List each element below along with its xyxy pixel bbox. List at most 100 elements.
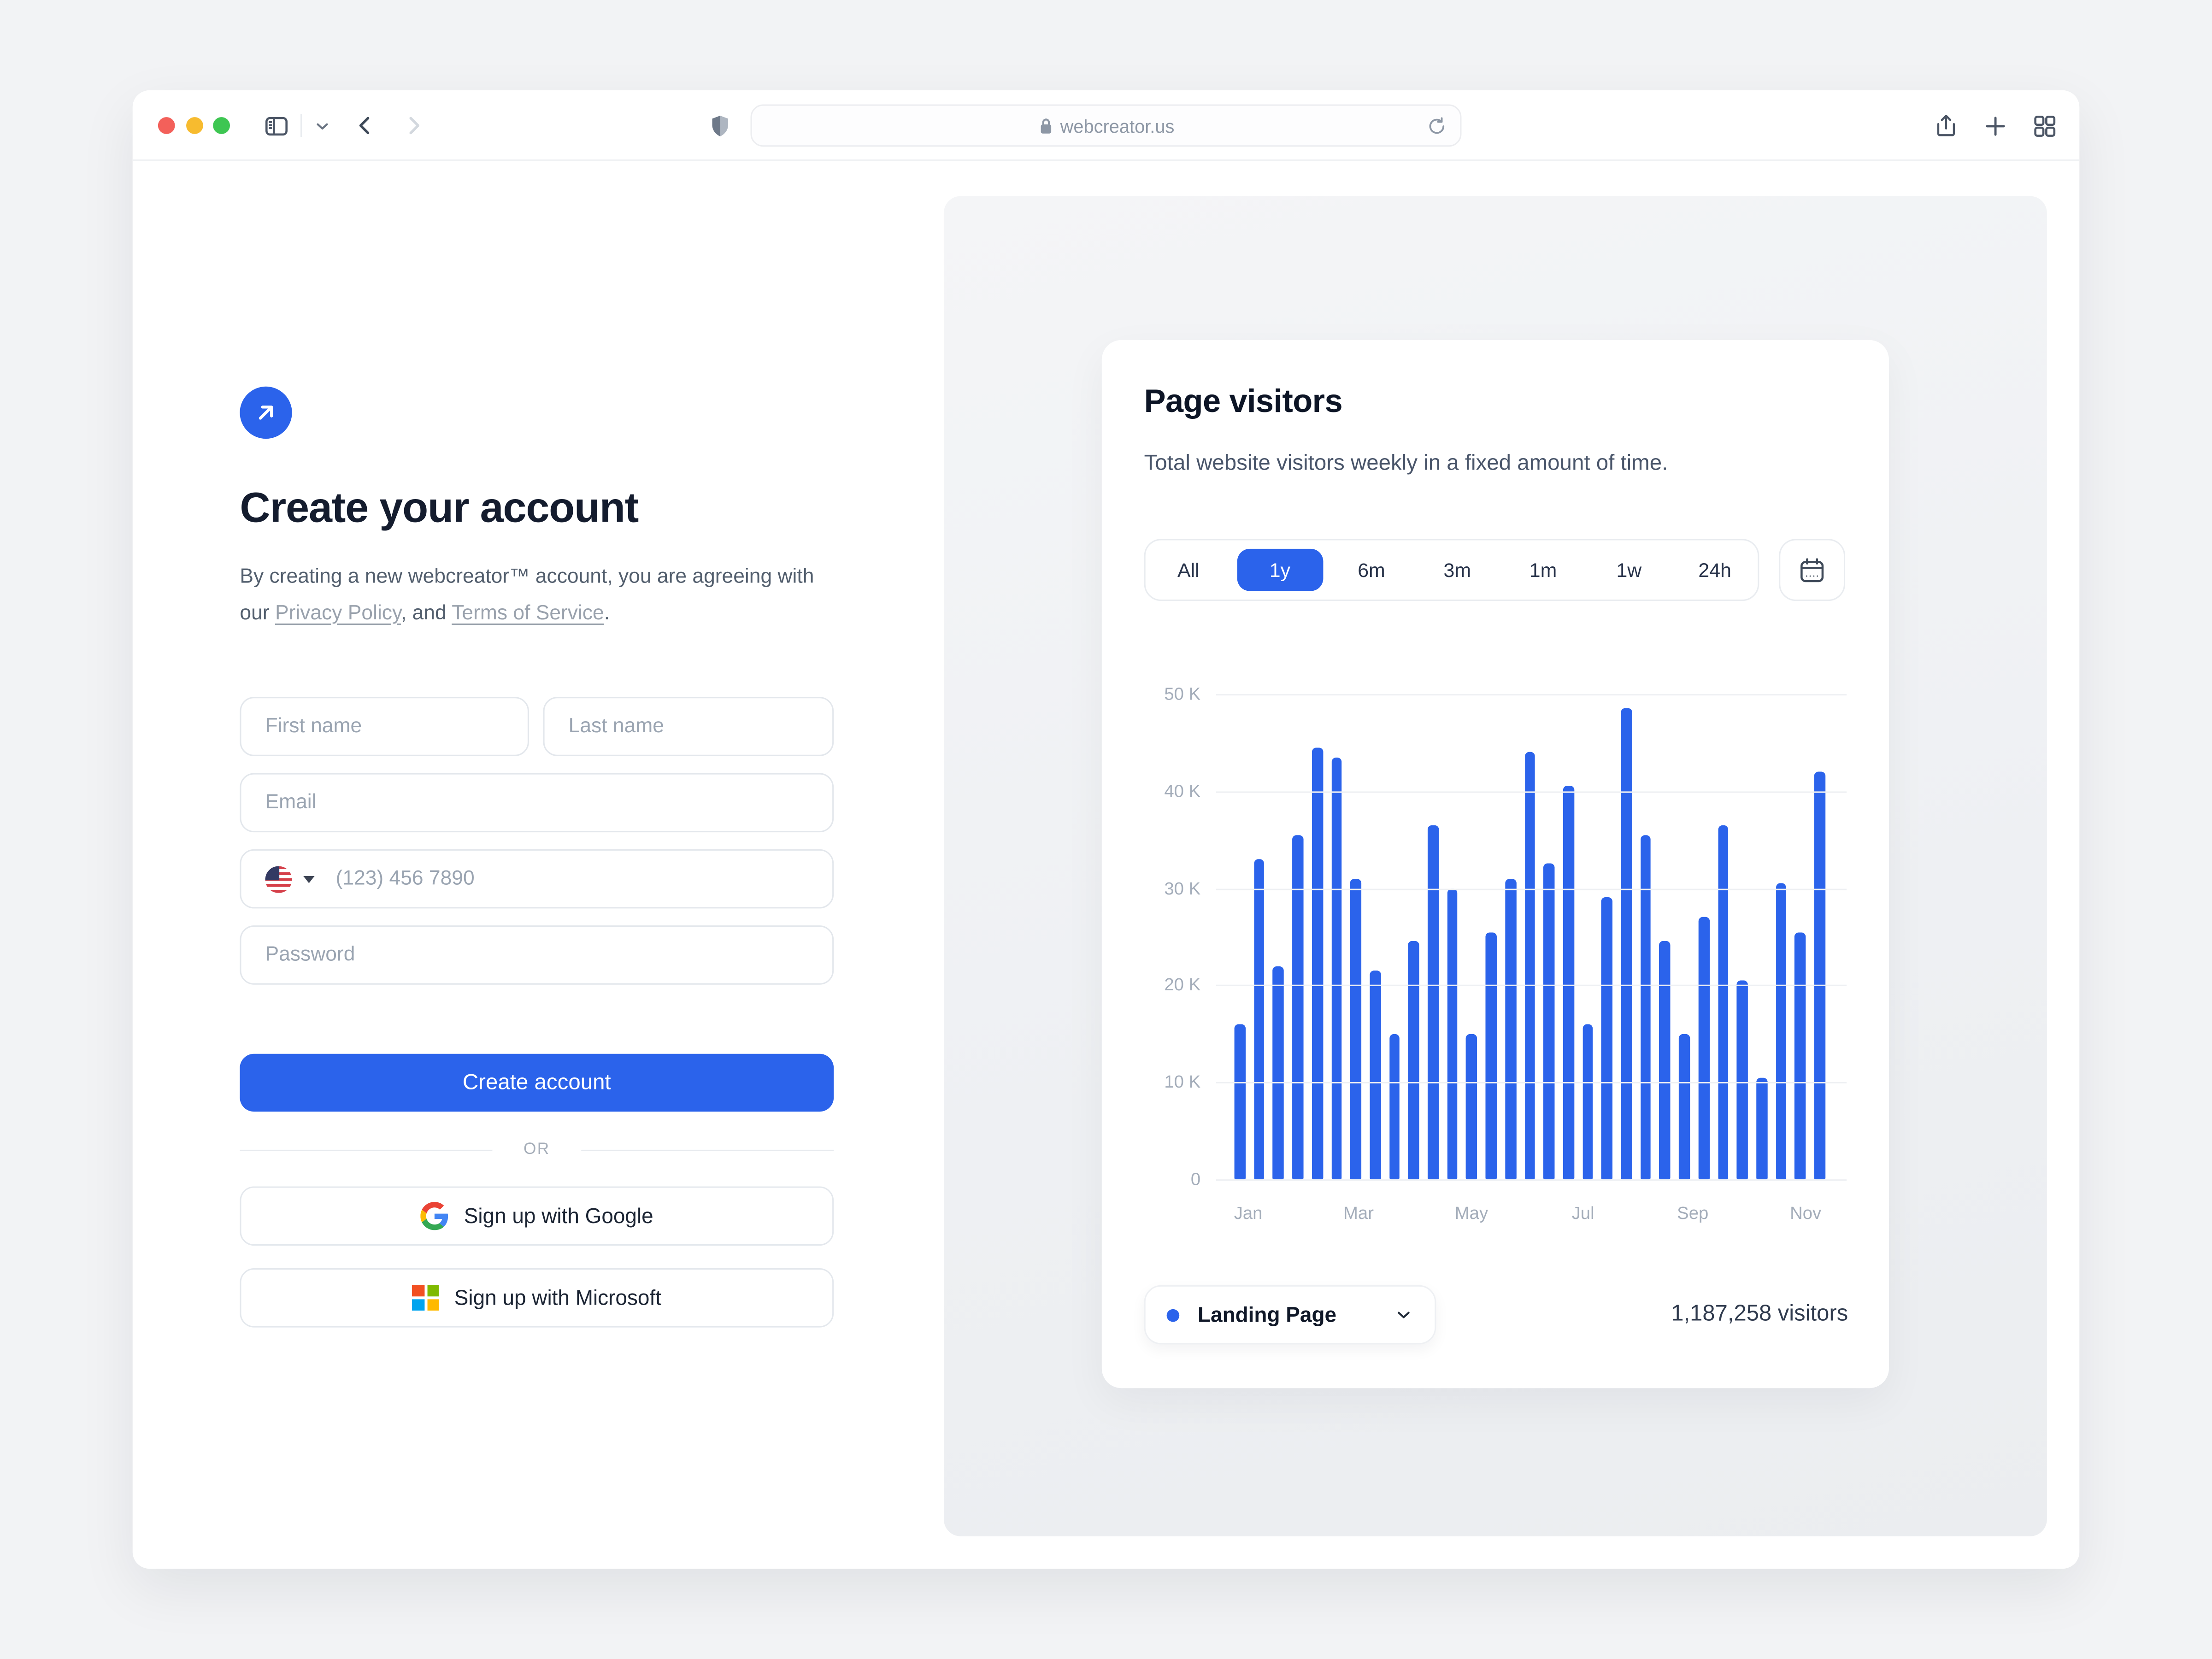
gridline <box>1216 888 1847 890</box>
forward-icon[interactable] <box>399 112 427 140</box>
bar[interactable] <box>1621 708 1632 1180</box>
arrow-up-right-icon <box>259 406 273 420</box>
range-tab-1m[interactable]: 1m <box>1529 559 1557 582</box>
y-axis-tick: 20 K <box>1164 975 1201 995</box>
tab-overview-icon[interactable] <box>2030 112 2058 140</box>
google-icon <box>420 1202 448 1230</box>
bar-slot <box>1636 694 1655 1180</box>
x-axis-label: Sep <box>1677 1203 1709 1224</box>
bar[interactable] <box>1389 1034 1400 1180</box>
analytics-panel: Page visitors Total website visitors wee… <box>943 196 2047 1536</box>
bar-slot <box>1385 694 1404 1180</box>
first-name-field[interactable] <box>240 697 529 756</box>
gridline <box>1216 1179 1847 1181</box>
refresh-icon[interactable] <box>1426 116 1447 144</box>
range-tab-6m[interactable]: 6m <box>1358 559 1385 582</box>
share-icon[interactable] <box>1931 112 1959 140</box>
bar-slot <box>1520 694 1540 1180</box>
back-icon[interactable] <box>351 112 379 140</box>
terms-of-service-link[interactable]: Terms of Service <box>452 601 604 624</box>
new-tab-icon[interactable] <box>1981 112 2009 140</box>
range-tab-1y[interactable]: 1y <box>1237 548 1323 591</box>
bar[interactable] <box>1234 1024 1246 1180</box>
bar[interactable] <box>1737 980 1748 1180</box>
privacy-policy-link[interactable]: Privacy Policy <box>275 601 401 624</box>
bar[interactable] <box>1428 825 1439 1180</box>
bar[interactable] <box>1659 941 1671 1180</box>
close-window-button[interactable] <box>158 117 175 134</box>
bar[interactable] <box>1795 932 1806 1180</box>
agreement-text: , and <box>400 601 452 624</box>
microsoft-icon <box>412 1284 439 1312</box>
x-axis-label: Jan <box>1234 1203 1263 1224</box>
last-name-field[interactable] <box>543 697 834 756</box>
bar[interactable] <box>1273 965 1284 1180</box>
signup-section: Create your account By creating a new we… <box>133 161 944 1569</box>
bar[interactable] <box>1756 1077 1767 1180</box>
email-field[interactable] <box>240 773 834 833</box>
microsoft-signup-button[interactable]: Sign up with Microsoft <box>240 1268 834 1328</box>
calendar-icon <box>1800 557 1824 582</box>
time-range-tabs: All 1y 6m 3m 1m 1w 24h <box>1144 539 1759 601</box>
bar[interactable] <box>1505 878 1516 1180</box>
bar[interactable] <box>1350 878 1361 1180</box>
bar[interactable] <box>1601 898 1613 1180</box>
bar-slot <box>1482 694 1501 1180</box>
bar[interactable] <box>1292 835 1303 1180</box>
country-select-caret-icon[interactable] <box>303 875 315 882</box>
range-tab-all[interactable]: All <box>1177 559 1200 582</box>
y-axis-tick: 10 K <box>1164 1072 1201 1092</box>
bar[interactable] <box>1524 752 1535 1180</box>
range-tab-3m[interactable]: 3m <box>1443 559 1471 582</box>
shield-icon[interactable] <box>706 112 734 140</box>
bar-slot <box>1559 694 1578 1180</box>
bar[interactable] <box>1466 1034 1477 1180</box>
bar[interactable] <box>1679 1034 1690 1180</box>
bar-slot <box>1578 694 1597 1180</box>
x-axis-label: May <box>1454 1203 1488 1224</box>
bar[interactable] <box>1776 883 1787 1180</box>
bar[interactable] <box>1718 825 1729 1180</box>
chevron-down-icon[interactable] <box>307 112 335 140</box>
bar[interactable] <box>1563 786 1574 1180</box>
minimize-window-button[interactable] <box>186 117 203 134</box>
bar-slot <box>1713 694 1733 1180</box>
bar-slot <box>1540 694 1559 1180</box>
series-selector[interactable]: Landing Page <box>1144 1285 1436 1345</box>
create-account-button[interactable]: Create account <box>240 1053 834 1112</box>
bar[interactable] <box>1543 864 1555 1180</box>
bar[interactable] <box>1582 1024 1594 1180</box>
bar[interactable] <box>1253 859 1265 1180</box>
x-axis: Jan Mar May Jul Sep Nov <box>1216 1203 1847 1229</box>
bar[interactable] <box>1814 771 1825 1180</box>
x-axis-label: Mar <box>1343 1203 1374 1224</box>
bar-slot <box>1404 694 1424 1180</box>
divider-line <box>581 1149 834 1151</box>
bar[interactable] <box>1331 757 1342 1180</box>
gridline <box>1216 1082 1847 1084</box>
zoom-window-button[interactable] <box>213 117 230 134</box>
google-signup-button[interactable]: Sign up with Google <box>240 1186 834 1246</box>
us-flag-icon <box>265 865 292 893</box>
address-bar[interactable]: webcreator.us <box>750 104 1462 147</box>
bar[interactable] <box>1447 888 1458 1180</box>
range-tab-1w[interactable]: 1w <box>1616 559 1642 582</box>
bar[interactable] <box>1408 941 1419 1180</box>
bar[interactable] <box>1640 835 1652 1180</box>
sidebar-toggle-icon[interactable] <box>262 112 290 140</box>
range-tab-24h[interactable]: 24h <box>1698 559 1731 582</box>
bar-slot <box>1443 694 1462 1180</box>
bar[interactable] <box>1312 747 1323 1180</box>
calendar-button[interactable] <box>1779 539 1846 601</box>
agreement-text: . <box>604 601 610 624</box>
password-field[interactable] <box>240 925 834 985</box>
agreement-text: By creating a new webcreator™ account, y… <box>240 565 814 624</box>
phone-field[interactable] <box>335 867 809 890</box>
x-axis-label: Jul <box>1571 1203 1594 1224</box>
gridline <box>1216 694 1847 696</box>
toolbar-divider <box>300 114 302 137</box>
bar[interactable] <box>1370 971 1381 1180</box>
bar[interactable] <box>1485 932 1497 1180</box>
bar[interactable] <box>1698 917 1709 1180</box>
